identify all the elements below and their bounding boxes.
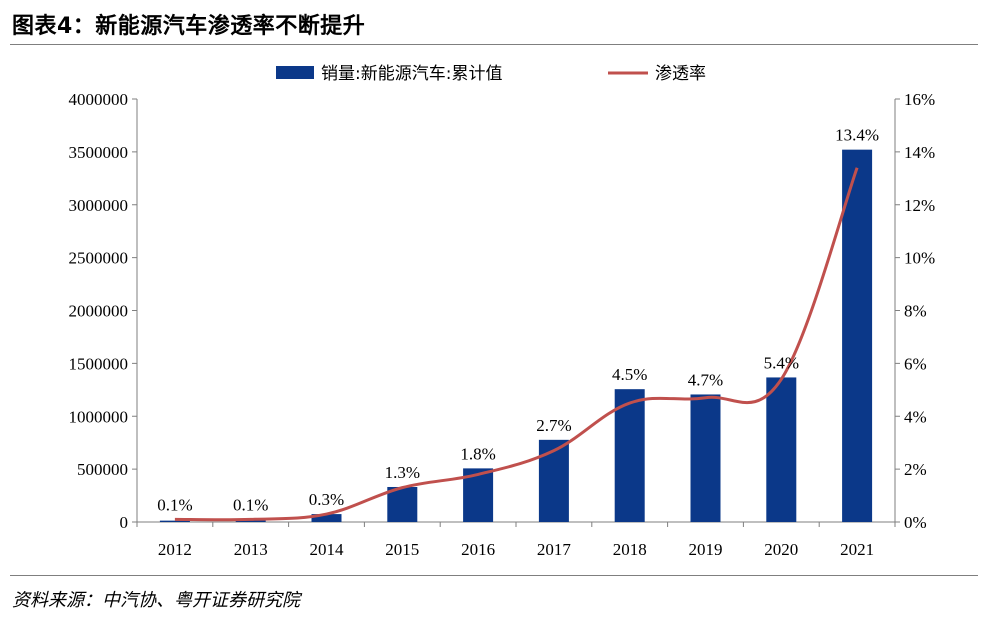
bar [842, 149, 873, 523]
x-tick-label: 2021 [840, 540, 874, 559]
right-tick-label: 14% [904, 143, 935, 162]
left-tick-label: 4000000 [69, 90, 129, 109]
left-tick-label: 1000000 [69, 407, 129, 426]
title-rule [10, 44, 978, 45]
bar [159, 520, 190, 522]
data-label: 0.3% [309, 490, 344, 509]
right-tick-label: 6% [904, 354, 927, 373]
source-note: 资料来源：中汽协、粤开证券研究院 [12, 590, 300, 611]
right-tick-label: 0% [904, 513, 927, 532]
left-tick-label: 0 [120, 513, 129, 532]
data-label: 1.3% [385, 463, 420, 482]
left-tick-label: 1500000 [69, 354, 129, 373]
right-tick-label: 4% [904, 407, 927, 426]
x-tick-label: 2014 [310, 540, 345, 559]
legend-bar-label: 销量:新能源汽车:累计值 [321, 64, 502, 84]
bar [311, 514, 342, 522]
bar [690, 394, 721, 522]
bar [614, 389, 645, 522]
bar [766, 377, 797, 522]
figure-title: 图表4：新能源汽车渗透率不断提升 [12, 14, 366, 39]
x-tick-label: 2016 [461, 540, 495, 559]
bar [387, 486, 418, 522]
left-tick-label: 2500000 [69, 249, 129, 268]
source-rule [10, 575, 978, 576]
legend-bar-swatch [276, 66, 314, 79]
data-label: 13.4% [835, 126, 879, 145]
penetration-line [174, 167, 859, 522]
x-tick-label: 2015 [385, 540, 419, 559]
data-label: 0.1% [157, 495, 192, 514]
right-tick-label: 16% [904, 90, 935, 109]
right-tick-label: 2% [904, 460, 927, 479]
x-tick-label: 2012 [158, 540, 192, 559]
bar [235, 520, 266, 522]
right-tick-label: 12% [904, 196, 935, 215]
x-tick-label: 2019 [689, 540, 723, 559]
data-label: 5.4% [764, 353, 799, 372]
data-label: 4.7% [688, 370, 723, 389]
left-tick-label: 500000 [77, 460, 128, 479]
legend-line-label: 渗透率 [655, 64, 706, 84]
left-tick-label: 3500000 [69, 143, 129, 162]
right-tick-label: 8% [904, 302, 927, 321]
x-tick-label: 2017 [537, 540, 572, 559]
data-label: 1.8% [460, 444, 495, 463]
data-label: 2.7% [536, 416, 571, 435]
data-label: 0.1% [233, 495, 268, 514]
x-tick-label: 2018 [613, 540, 647, 559]
x-tick-label: 2013 [234, 540, 268, 559]
left-tick-label: 2000000 [69, 302, 129, 321]
x-tick-label: 2020 [764, 540, 798, 559]
right-tick-label: 10% [904, 249, 935, 268]
data-label: 4.5% [612, 365, 647, 384]
left-tick-label: 3000000 [69, 196, 129, 215]
